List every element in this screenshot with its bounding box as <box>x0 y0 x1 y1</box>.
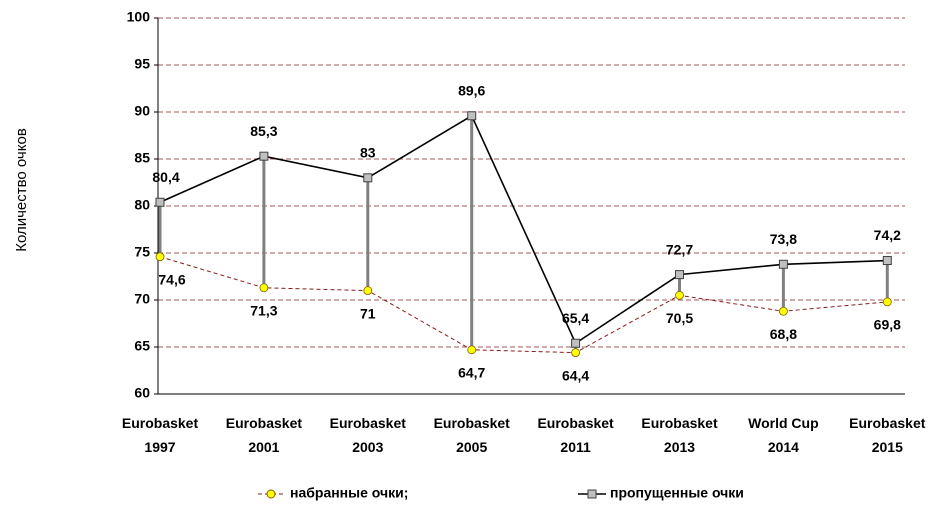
x-tick-label-line: 2001 <box>248 439 279 455</box>
y-tick-label: 85 <box>134 150 150 166</box>
x-tick-label: Eurobasket 2003 <box>330 415 407 455</box>
x-tick-label-line: 2003 <box>352 439 383 455</box>
x-tick-label-line: 2014 <box>768 439 799 455</box>
x-tick-label-line: World Cup <box>748 415 819 431</box>
y-tick-label: 100 <box>127 9 151 25</box>
y-tick-label: 90 <box>134 103 150 119</box>
marker <box>882 297 892 307</box>
data-label: 85,3 <box>250 123 277 139</box>
y-tick-label: 65 <box>134 338 150 354</box>
marker <box>779 306 788 316</box>
data-label: 72,7 <box>666 241 693 257</box>
y-tick-label: 80 <box>134 197 150 213</box>
marker <box>778 259 788 269</box>
x-tick-label-line: Eurobasket <box>641 415 718 431</box>
x-tick-label: Eurobasket 2001 <box>226 415 303 455</box>
x-tick-label-line: Eurobasket <box>849 415 926 431</box>
x-tick-label-line: 2005 <box>456 439 487 455</box>
y-axis-label: Количество очков <box>13 128 30 252</box>
legend-label: пропущенные очки <box>610 485 744 501</box>
x-tick-label-line: Eurobasket <box>434 415 511 431</box>
x-tick-label-line: 1997 <box>144 439 175 455</box>
legend-label: набранные очки; <box>290 485 408 501</box>
x-tick-label-line: 2013 <box>664 439 695 455</box>
marker <box>882 256 892 266</box>
data-label: 64,7 <box>458 365 485 381</box>
data-label: 89,6 <box>458 82 485 98</box>
x-tick-label: World Cup 2014 <box>748 415 819 455</box>
x-tick-label-line: Eurobasket <box>226 415 303 431</box>
data-label: 69,8 <box>874 317 901 333</box>
legend-marker <box>587 489 597 499</box>
data-label: 73,8 <box>770 231 797 247</box>
data-label: 71,3 <box>250 302 277 318</box>
y-tick-label: 75 <box>134 244 150 260</box>
data-label: 74,2 <box>874 227 901 243</box>
data-label: 74,6 <box>158 271 185 287</box>
data-label: 70,5 <box>666 310 693 326</box>
x-tick-label: Eurobasket 2011 <box>537 415 614 455</box>
legend-marker <box>266 489 276 499</box>
marker <box>259 283 269 293</box>
marker <box>467 111 477 121</box>
data-label: 65,4 <box>562 310 589 326</box>
data-label: 71 <box>360 305 376 321</box>
x-tick-label-line: 2011 <box>560 439 591 455</box>
marker <box>155 252 165 262</box>
y-tick-label: 95 <box>134 56 150 72</box>
series-line <box>159 114 888 345</box>
x-tick-label-line: Eurobasket <box>330 415 407 431</box>
x-tick-label-line: 2015 <box>872 439 903 455</box>
marker <box>363 173 373 183</box>
marker <box>675 290 684 300</box>
y-tick-label: 70 <box>134 291 150 307</box>
marker <box>155 197 165 207</box>
x-tick-label: Eurobasket 2005 <box>434 415 511 455</box>
x-tick-label-line: Eurobasket <box>537 415 614 431</box>
marker <box>571 348 580 358</box>
x-tick-label: Eurobasket 2013 <box>641 415 718 455</box>
marker <box>363 286 373 296</box>
marker <box>571 338 581 348</box>
data-label: 64,4 <box>562 367 589 383</box>
y-tick-label: 60 <box>134 385 150 401</box>
x-tick-label: Eurobasket 2015 <box>849 415 926 455</box>
x-tick-label-line: Eurobasket <box>122 415 199 431</box>
marker <box>467 345 477 355</box>
marker <box>675 270 684 280</box>
data-label: 68,8 <box>770 326 797 342</box>
x-tick-label: Eurobasket 1997 <box>122 415 199 455</box>
data-label: 83 <box>360 145 376 161</box>
marker <box>259 151 269 161</box>
data-label: 80,4 <box>152 169 179 185</box>
